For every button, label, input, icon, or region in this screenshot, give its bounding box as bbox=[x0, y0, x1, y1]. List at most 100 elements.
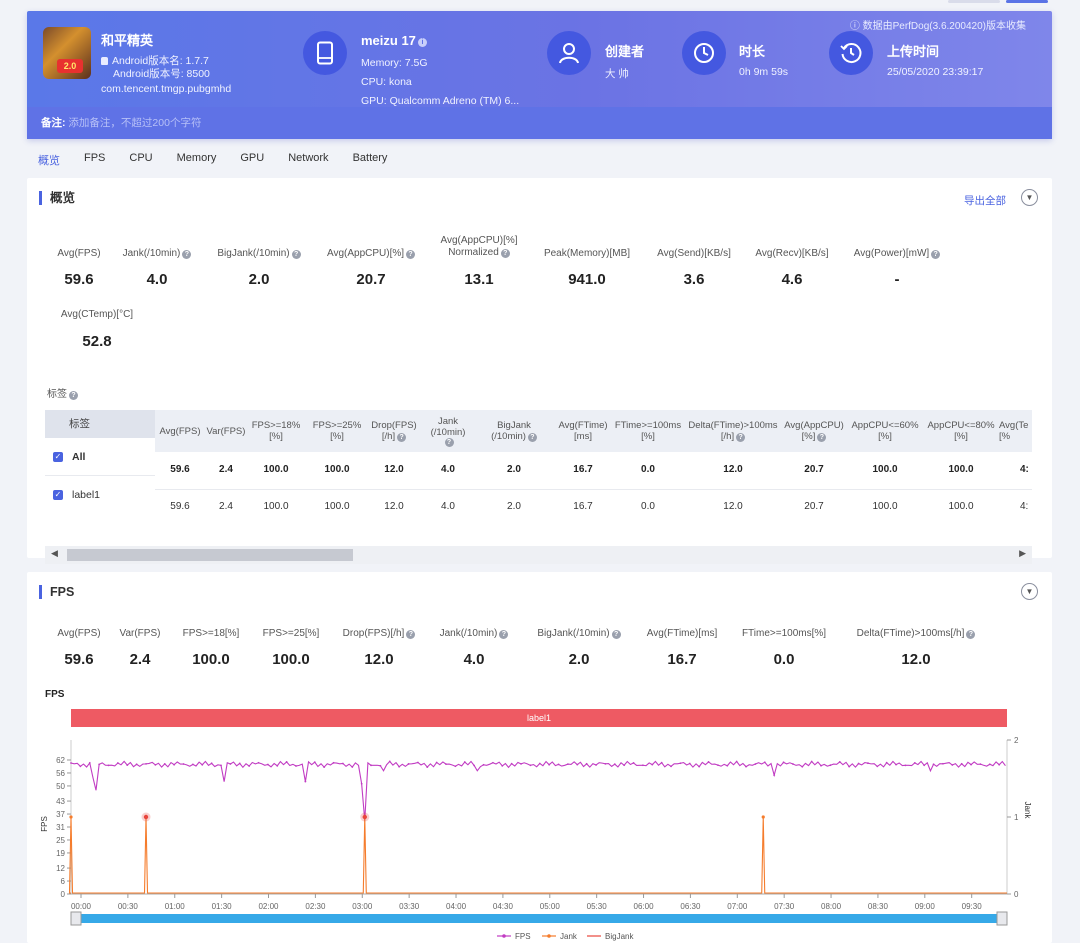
help-icon[interactable]: ? bbox=[966, 630, 976, 639]
x-tick-label: 08:30 bbox=[868, 902, 889, 911]
fps-point bbox=[492, 761, 494, 764]
nav-tab-overview[interactable]: 概览 bbox=[38, 155, 60, 167]
fps-point bbox=[970, 763, 972, 766]
x-tick-label: 02:00 bbox=[258, 902, 279, 911]
device-info-icon[interactable]: i bbox=[417, 38, 427, 47]
x-tick-label: 01:30 bbox=[212, 902, 233, 911]
fps-point bbox=[201, 763, 204, 766]
fps-point bbox=[454, 765, 457, 768]
help-icon[interactable]: ? bbox=[500, 249, 510, 258]
collapse-fps-button[interactable]: ▼ bbox=[1021, 583, 1038, 600]
help-icon[interactable]: ? bbox=[817, 433, 827, 442]
user-icon bbox=[547, 31, 591, 75]
table-horizontal-scrollbar[interactable]: ◀ ▶ bbox=[45, 546, 1032, 564]
table-cell: 59.6 bbox=[170, 501, 190, 512]
collapse-overview-button[interactable]: ▼ bbox=[1021, 189, 1038, 206]
metric-label: FTime>=100ms[%] bbox=[741, 628, 827, 639]
scrollbar-thumb[interactable] bbox=[67, 549, 353, 561]
help-icon[interactable]: ? bbox=[527, 433, 537, 442]
nav-tab-gpu[interactable]: GPU bbox=[240, 152, 265, 164]
checkbox-checked-icon[interactable]: ✓ bbox=[53, 451, 63, 462]
metric-value: 16.7 bbox=[667, 651, 697, 668]
x-tick-label: 09:00 bbox=[915, 902, 936, 911]
fps-point bbox=[510, 762, 513, 765]
export-all-link[interactable]: 导出全部 bbox=[964, 195, 1006, 207]
checkbox-checked-icon[interactable]: ✓ bbox=[53, 490, 63, 500]
x-tick-label: 00:30 bbox=[118, 902, 139, 911]
fps-point bbox=[295, 765, 297, 767]
fps-title: FPS bbox=[39, 585, 74, 599]
y-tick-label: 0 bbox=[61, 890, 66, 899]
scroll-left-icon[interactable]: ◀ bbox=[51, 548, 58, 558]
y-tick-label: 19 bbox=[56, 849, 65, 858]
fps-point bbox=[370, 764, 372, 767]
table-cell: 59.6 bbox=[170, 464, 190, 475]
fps-point bbox=[248, 765, 251, 767]
app-icon-badge: 2.0 bbox=[57, 59, 83, 73]
fps-point bbox=[998, 763, 1001, 766]
jank-point bbox=[69, 815, 73, 819]
nav-tab-cpu[interactable]: CPU bbox=[129, 152, 153, 164]
help-icon[interactable]: ? bbox=[736, 433, 746, 442]
fps-point bbox=[79, 765, 82, 768]
help-icon[interactable]: ? bbox=[182, 250, 192, 259]
nav-tab-battery[interactable]: Battery bbox=[352, 152, 388, 164]
fps-point bbox=[763, 761, 766, 764]
jank-point bbox=[761, 815, 765, 819]
table-header: Avg(AppCPU) [%]? bbox=[784, 420, 844, 442]
table-header: Jank (/10min)? bbox=[430, 415, 466, 447]
help-icon[interactable]: ? bbox=[931, 250, 941, 259]
nav-tab-network[interactable]: Network bbox=[288, 152, 329, 164]
help-icon[interactable]: ? bbox=[69, 391, 78, 400]
fps-point bbox=[351, 766, 354, 768]
remark-bar[interactable]: 备注: 添加备注，不超过200个字符 bbox=[27, 107, 1052, 139]
legend-label: BigJank bbox=[605, 932, 634, 941]
fps-point bbox=[820, 764, 822, 767]
metric-label: Avg(FPS) bbox=[57, 628, 101, 639]
device-gpu: GPU: Qualcomm Adreno (TM) 6... bbox=[361, 95, 520, 107]
metric-value: 59.6 bbox=[64, 271, 94, 288]
fps-point bbox=[341, 762, 344, 765]
duration-value: 0h 9m 59s bbox=[739, 66, 789, 78]
help-icon[interactable]: ? bbox=[611, 630, 621, 639]
fps-point bbox=[745, 765, 747, 768]
x-tick-label: 08:00 bbox=[821, 902, 842, 911]
fps-point bbox=[463, 761, 466, 763]
fps-point bbox=[304, 780, 307, 783]
metric-label: Avg(AppCPU)[%]? bbox=[319, 248, 423, 260]
table-cell: 12.0 bbox=[384, 501, 404, 512]
help-icon[interactable]: ? bbox=[406, 630, 416, 639]
overview-title: 概览 bbox=[39, 191, 75, 205]
metric-label: Drop(FPS)[/h]? bbox=[333, 628, 425, 640]
tag-row-label1[interactable]: ✓ label1 bbox=[45, 476, 155, 514]
nav-tab-fps[interactable]: FPS bbox=[84, 152, 106, 164]
top-button-left[interactable] bbox=[948, 0, 1000, 3]
help-icon[interactable]: ? bbox=[499, 630, 509, 639]
help-icon[interactable]: ? bbox=[444, 437, 454, 447]
table-header: Delta(FTime)>100ms [/h]? bbox=[688, 420, 778, 442]
fps-point bbox=[548, 763, 551, 766]
metric-label: BigJank(/10min)? bbox=[527, 628, 631, 640]
fps-point bbox=[191, 763, 194, 766]
table-cell: 4.0 bbox=[441, 464, 455, 475]
help-icon[interactable]: ? bbox=[406, 250, 416, 259]
tag-row-all[interactable]: ✓ All bbox=[45, 438, 155, 476]
fps-point bbox=[407, 763, 410, 765]
fps-point bbox=[951, 764, 954, 766]
scroll-right-icon[interactable]: ▶ bbox=[1019, 548, 1026, 558]
remark-input[interactable]: 添加备注，不超过200个字符 bbox=[68, 117, 202, 129]
nav-tab-memory[interactable]: Memory bbox=[176, 152, 217, 164]
legend-swatch-dot bbox=[502, 934, 506, 938]
metric-label: Avg(Recv)[KB/s] bbox=[755, 248, 829, 259]
fps-point bbox=[801, 765, 804, 768]
help-icon[interactable]: ? bbox=[397, 433, 407, 442]
metric-label: Avg(FPS) bbox=[57, 248, 101, 259]
metric-label: FPS>=25[%] bbox=[262, 628, 320, 639]
y-axis-title: FPS bbox=[40, 816, 49, 832]
clock-icon bbox=[682, 31, 726, 75]
top-button-right[interactable] bbox=[1006, 0, 1048, 3]
help-icon[interactable]: ? bbox=[291, 250, 301, 259]
metric-value: 941.0 bbox=[568, 271, 606, 288]
metric-value: 2.0 bbox=[248, 271, 270, 288]
y-tick-label: 37 bbox=[56, 810, 65, 819]
